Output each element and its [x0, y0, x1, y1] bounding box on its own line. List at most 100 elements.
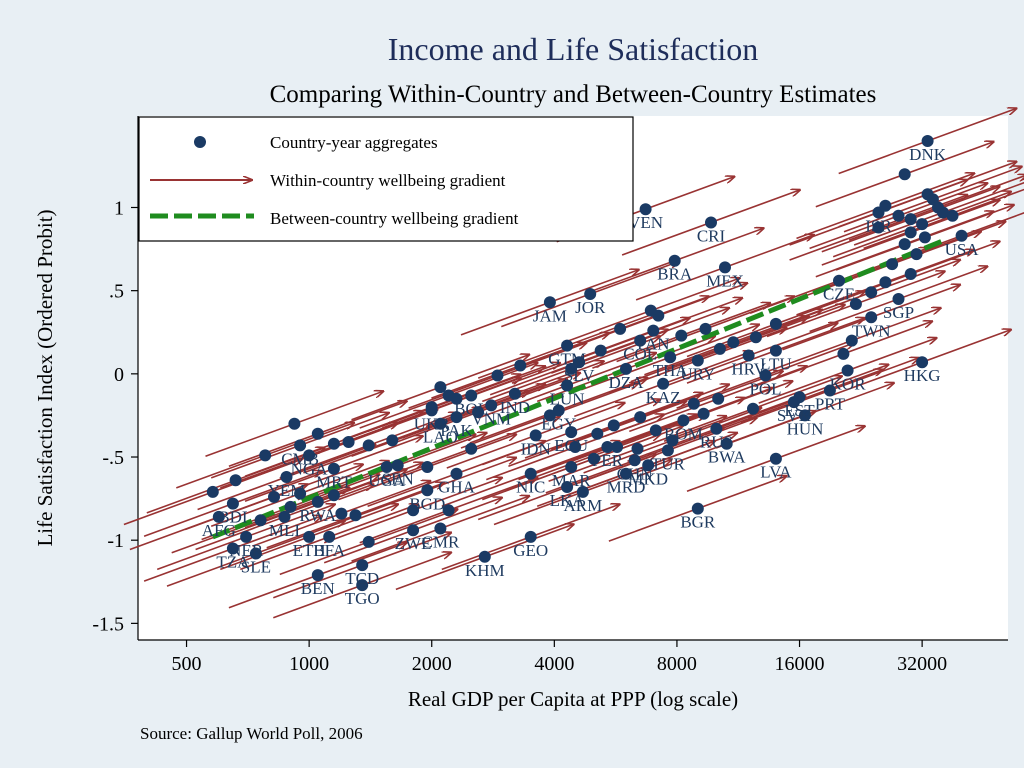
country-point	[425, 401, 438, 414]
country-point	[657, 377, 670, 390]
country-point	[769, 344, 782, 357]
country-point	[628, 454, 641, 467]
country-point	[229, 474, 242, 487]
country-point	[543, 409, 556, 422]
country-point	[677, 414, 690, 427]
country-point	[713, 342, 726, 355]
country-point	[212, 510, 225, 523]
country-point	[634, 411, 647, 424]
country-label: JAM	[533, 306, 567, 325]
country-point	[362, 439, 375, 452]
country-point	[614, 322, 627, 335]
country-label: BRA	[657, 265, 693, 284]
country-point	[576, 485, 589, 498]
country-point	[362, 535, 375, 548]
country-point	[719, 261, 731, 274]
country-label: ECU	[554, 436, 588, 455]
country-label: GEO	[513, 541, 548, 560]
legend-marker-swatch	[194, 136, 206, 148]
legend-label-between: Between-country wellbeing gradient	[270, 209, 519, 228]
country-label: CMB	[281, 449, 319, 468]
x-tick-label: 500	[172, 653, 202, 675]
country-label: TUR	[651, 454, 686, 473]
country-label: BEN	[301, 579, 335, 598]
country-point	[524, 467, 537, 480]
country-label: TZA	[216, 553, 250, 572]
country-label: THA	[653, 361, 689, 380]
country-label: MLI	[269, 521, 301, 540]
country-label: LTU	[760, 355, 792, 374]
country-label: MRD	[607, 478, 646, 497]
country-point	[664, 351, 677, 364]
legend-label-aggregates: Country-year aggregates	[270, 133, 438, 152]
country-label: GHA	[438, 478, 476, 497]
country-point	[601, 441, 614, 453]
country-label: SVK	[777, 406, 812, 425]
country-label: PER	[592, 451, 624, 470]
country-point	[294, 439, 307, 452]
x-tick-label: 4000	[534, 653, 574, 675]
country-point	[249, 547, 262, 560]
country-point	[434, 381, 447, 394]
x-tick-label: 8000	[657, 653, 697, 675]
country-point	[565, 362, 578, 375]
y-tick-label: .5	[109, 281, 124, 303]
country-point	[921, 135, 934, 147]
country-point	[661, 444, 674, 457]
country-point	[705, 216, 717, 229]
country-point	[955, 229, 968, 242]
country-label: DZA	[609, 373, 645, 392]
country-label: ETH	[293, 541, 326, 560]
country-point	[727, 336, 740, 349]
country-label: KHM	[465, 561, 505, 580]
country-label: ZWE	[395, 534, 432, 553]
country-point	[898, 238, 911, 251]
country-label: BGR	[680, 513, 716, 532]
country-point	[841, 364, 854, 377]
country-point	[465, 389, 478, 402]
country-point	[910, 248, 923, 261]
country-point	[872, 221, 885, 234]
country-point	[916, 356, 929, 369]
x-tick-label: 1000	[289, 653, 329, 675]
y-axis-ticks: 1 .5 0 -.5 -1 -1.5	[92, 197, 138, 635]
country-label: ROM	[664, 424, 703, 443]
y-axis-label: Life Satisfaction Index (Ordered Probit)	[33, 209, 57, 546]
country-point	[649, 424, 662, 437]
country-label: SEN	[382, 469, 414, 488]
country-point	[742, 349, 755, 362]
country-point	[380, 461, 393, 473]
country-point	[916, 218, 929, 231]
country-label: SLV	[564, 366, 595, 385]
country-point	[647, 324, 660, 337]
country-point	[311, 495, 324, 508]
country-point	[294, 487, 307, 500]
country-label: POL	[749, 380, 781, 399]
country-point	[720, 437, 733, 450]
country-point	[349, 509, 362, 522]
country-label: NGA	[291, 459, 329, 478]
country-label: PRT	[815, 395, 846, 414]
country-point	[335, 507, 348, 520]
country-label: UGA	[368, 471, 406, 490]
x-tick-label: 16000	[775, 653, 825, 675]
country-point	[587, 452, 600, 465]
country-label: LKA	[550, 491, 586, 510]
source-note: Gallup World Poll, 2006	[196, 724, 362, 743]
country-point	[407, 504, 420, 517]
country-point	[837, 347, 850, 360]
country-point	[749, 331, 762, 344]
country-point	[206, 485, 219, 498]
country-point	[327, 437, 340, 450]
country-point	[697, 407, 710, 420]
country-point	[450, 411, 463, 424]
country-point	[865, 311, 878, 324]
country-point	[311, 427, 324, 440]
y-tick-label: -.5	[102, 447, 124, 469]
country-label: RWA	[299, 506, 337, 525]
country-point	[584, 288, 597, 300]
country-point	[543, 296, 556, 309]
country-point	[524, 530, 537, 543]
